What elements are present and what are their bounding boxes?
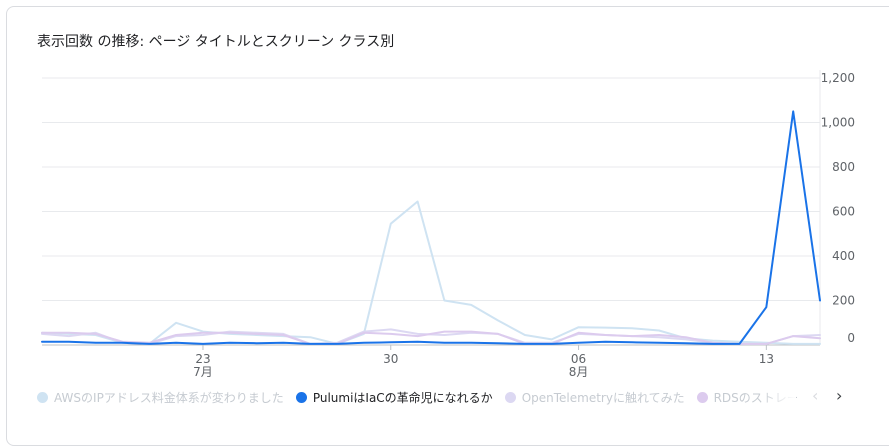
legend-fade: [760, 386, 796, 408]
chart-card: [6, 6, 889, 446]
legend-dot: [295, 391, 307, 403]
legend-item-1[interactable]: PulumiはIaCの革命児になれるか: [295, 389, 493, 406]
legend-item-0[interactable]: AWSのIPアドレス料金体系が変わりました: [37, 389, 284, 406]
x-tick-label: 06: [571, 352, 586, 366]
legend-prev-icon[interactable]: ‹: [812, 386, 819, 405]
x-tick-label: 13: [759, 352, 774, 366]
series-line-0: [41, 200, 821, 345]
legend-item-2[interactable]: OpenTelemetryに触れてみた: [504, 389, 685, 406]
series-lines: [41, 110, 821, 345]
chart-title: 表示回数 の推移: ページ タイトルとスクリーン クラス別: [37, 34, 395, 50]
y-tick-label: 1,000: [821, 116, 855, 130]
legend-dot: [696, 391, 708, 403]
x-tick-month-label: 8月: [569, 365, 589, 379]
y-tick-label: 200: [832, 294, 855, 308]
x-tick-label: 23: [195, 352, 210, 366]
legend-label: PulumiはIaCの革命児になれるか: [312, 390, 493, 405]
y-tick-label: 1,200: [821, 71, 855, 85]
legend-label: OpenTelemetryに触れてみた: [521, 390, 685, 405]
y-tick-label: 800: [832, 160, 855, 174]
x-tick-month-label: 7月: [193, 365, 213, 379]
series-line-3: [41, 330, 821, 345]
y-tick-label: 0: [847, 331, 855, 345]
legend-dot: [504, 391, 516, 403]
x-tick-label: 30: [383, 352, 398, 366]
legend-next-icon[interactable]: ›: [836, 386, 843, 405]
y-axis-ticks: 1,200 1,000 800 600 400 200 0: [821, 71, 855, 345]
legend-label: AWSのIPアドレス料金体系が変わりました: [54, 390, 284, 405]
legend-dot: [37, 391, 48, 403]
y-tick-label: 600: [832, 205, 855, 219]
chart-grid: [42, 70, 821, 346]
y-tick-label: 400: [832, 249, 855, 263]
series-line-1: [41, 110, 821, 345]
chart-legend: AWSのIPアドレス料金体系が変わりました PulumiはIaCの革命児になれるか…: [37, 388, 797, 406]
